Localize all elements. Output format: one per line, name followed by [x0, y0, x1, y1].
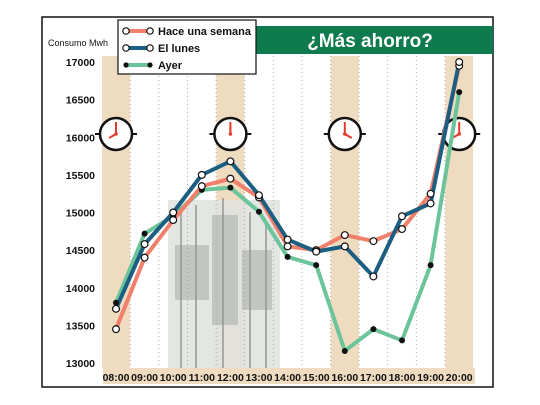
x-tick-label: 19:00 [417, 372, 444, 384]
data-point [111, 325, 120, 334]
data-point [141, 230, 148, 237]
data-point [340, 231, 349, 240]
data-point [399, 337, 405, 344]
data-point [197, 170, 206, 179]
highlight-column [330, 56, 359, 368]
x-tick-label: 17:00 [360, 372, 387, 384]
x-tick-label: 20:00 [446, 372, 473, 384]
legend-label: Hace una semana [158, 26, 252, 38]
photo-structure [212, 215, 238, 325]
y-axis-unit: Consumo Mwh [48, 38, 108, 48]
data-point [226, 174, 235, 183]
y-tick-label: 16000 [66, 132, 95, 144]
data-point [398, 225, 407, 234]
data-point [169, 208, 178, 217]
legend-marker [122, 44, 130, 52]
data-point [426, 199, 435, 208]
data-point [283, 242, 292, 251]
data-point [369, 237, 378, 246]
data-point [369, 272, 378, 281]
clock-8-icon [95, 116, 137, 152]
data-point [255, 191, 264, 200]
data-point [140, 240, 149, 249]
data-point [227, 184, 234, 191]
x-tick-label: 14:00 [274, 372, 301, 384]
data-point [284, 253, 291, 260]
y-tick-label: 15000 [66, 208, 95, 220]
photo-structure [242, 250, 272, 310]
x-tick-label: 12:00 [217, 372, 244, 384]
legend-marker [123, 62, 129, 68]
y-tick-label: 17000 [66, 57, 95, 69]
series-markers [111, 57, 464, 354]
x-axis-ticks: 08:00 09:00 10:00 11:00 12:00 13:00 14:00 15:00… [103, 372, 473, 384]
title-banner [255, 26, 493, 54]
y-tick-label: 14000 [66, 283, 95, 295]
data-point [398, 212, 407, 221]
data-point [113, 299, 119, 306]
x-tick-label: 09:00 [131, 372, 158, 384]
clock-center [343, 132, 347, 136]
x-tick-label: 16:00 [331, 372, 358, 384]
y-tick-label: 13500 [66, 320, 95, 332]
data-point [341, 347, 348, 354]
data-point [426, 189, 435, 198]
data-point [455, 57, 464, 66]
y-axis-ticks: 13000 13500 14000 14500 15000 15500 16000 16500… [66, 57, 95, 370]
legend: Hace una semana El lunes Ayer [117, 19, 257, 75]
clock-center [114, 132, 118, 136]
data-point [140, 253, 149, 262]
x-tick-label: 11:00 [189, 372, 215, 384]
clock-center [457, 132, 462, 136]
x-tick-label: 08:00 [103, 372, 130, 384]
data-point [197, 182, 206, 191]
legend-marker [122, 27, 130, 35]
x-tick-label: 15:00 [303, 372, 330, 384]
data-point [226, 157, 235, 166]
legend-label: El lunes [158, 43, 200, 55]
data-point [427, 262, 434, 269]
y-tick-label: 16500 [66, 95, 95, 107]
legend-marker [146, 27, 154, 35]
data-point [456, 89, 463, 96]
x-tick-label: 13:00 [246, 372, 273, 384]
data-point [283, 235, 292, 244]
clock-12-icon [209, 116, 252, 152]
data-point [370, 326, 377, 333]
clock-icons [95, 116, 481, 152]
x-axis-band [103, 368, 475, 384]
y-tick-label: 15500 [66, 170, 95, 182]
data-point [169, 216, 178, 225]
y-tick-label: 13000 [66, 358, 95, 370]
x-tick-label: 18:00 [389, 372, 416, 384]
background-photo [168, 198, 280, 368]
data-point [256, 208, 262, 215]
data-point [340, 242, 349, 251]
legend-marker [146, 44, 154, 52]
legend-marker [147, 62, 153, 68]
chart-title: ¿Más ahorro? [307, 31, 433, 52]
x-tick-label: 10:00 [160, 372, 187, 384]
data-point [313, 262, 320, 269]
highlight-column [102, 56, 130, 368]
clock-center [228, 132, 233, 136]
data-point [111, 304, 120, 313]
legend-label: Ayer [158, 60, 183, 72]
data-point [312, 247, 321, 256]
clock-4-icon [323, 116, 366, 152]
y-tick-label: 14500 [66, 245, 95, 257]
